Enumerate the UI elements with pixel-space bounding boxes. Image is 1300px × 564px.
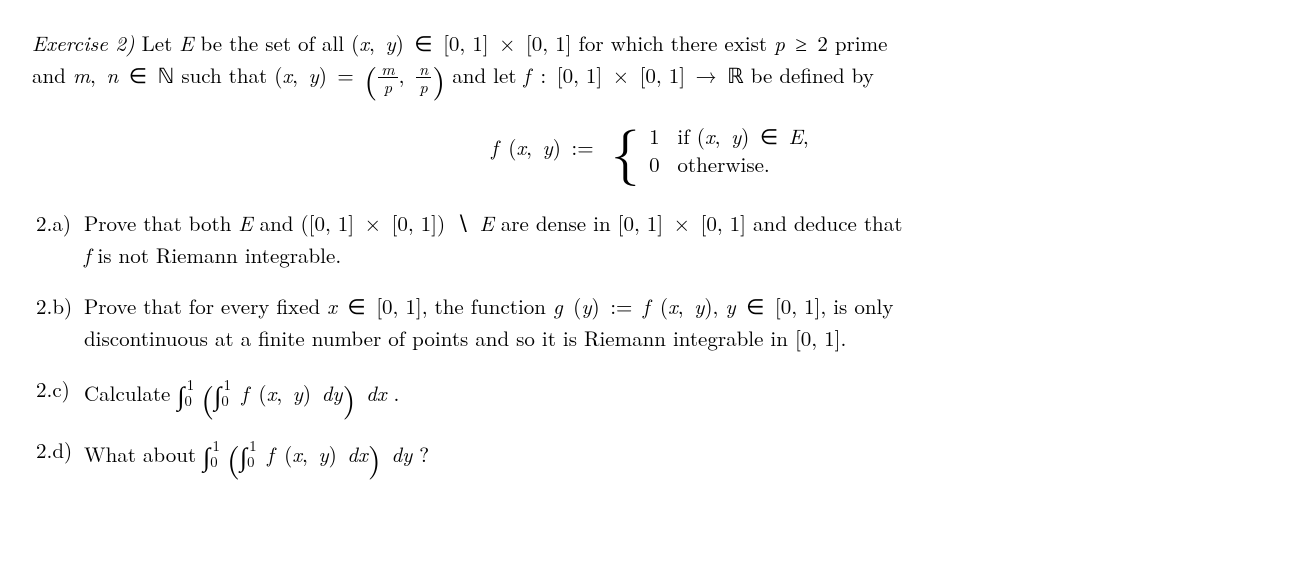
part-body: Prove that both E and ([0, 1] × [0, 1]) … [84,208,1268,271]
part-2b: 2.b) Prove that for every fixed x ∈ [0, … [32,291,1268,354]
f-signature: f : [0, 1] × [0, 1] → ℝ [523,60,743,90]
exercise-label: Exercise 2) [32,28,135,58]
iterated-integral-dy-dx: ∫01 (∫01 f (x, y) dy) dx [177,378,393,408]
xy-eq-fracs: (x, y) = (mp, np) [274,60,445,90]
mn-in-N: m, n ∈ ℕ [73,60,174,90]
intro-text: be defined by [751,60,874,90]
part-body: Calculate ∫01 (∫01 f (x, y) dy) dx . [84,374,1268,414]
definition-f: f (x, y) := { 1 if (x, y) ∈ E, 0 otherwi… [32,122,1268,179]
intro-text: and [32,60,73,90]
sym-E: E [179,28,193,58]
part-body: Prove that for every fixed x ∈ [0, 1], t… [84,291,1268,354]
part-label: 2.d) [32,435,84,475]
case2-value: 0 [645,150,663,178]
part-body: What about ∫01 (∫01 f (x, y) dx) dy ? [84,435,1268,475]
part-label: 2.a) [32,208,84,271]
case1-value: 1 [645,122,663,150]
part-label: 2.b) [32,291,84,354]
left-brace-icon: { [611,124,639,175]
intro-text: Let [142,28,180,58]
intro-text: prime [835,28,888,58]
part-2d: 2.d) What about ∫01 (∫01 f (x, y) dx) dy… [32,435,1268,475]
part-2a: 2.a) Prove that both E and ([0, 1] × [0,… [32,208,1268,271]
intro-text: for which there exist [578,28,774,58]
intro-text: such that [181,60,274,90]
part-2c: 2.c) Calculate ∫01 (∫01 f (x, y) dy) dx … [32,374,1268,414]
case1-condition: if (x, y) ∈ E, [677,122,808,150]
iterated-integral-dx-dy: ∫01 (∫01 f (x, y) dx) dy [203,439,419,469]
xy-in-square: (x, y) ∈ [0, 1] × [0, 1] [351,28,571,58]
case2-condition: otherwise. [677,150,769,178]
exercise-parts: 2.a) Prove that both E and ([0, 1] × [0,… [32,208,1268,475]
intro-text: and let [452,60,523,90]
part-label: 2.c) [32,374,84,414]
intro-text: be the set of all [194,28,352,58]
piecewise-cases: { 1 if (x, y) ∈ E, 0 otherwise. [611,122,809,179]
p-ge-2: p ≥ 2 [774,28,828,58]
exercise-intro: Exercise 2) Let E be the set of all (x, … [32,28,1268,96]
